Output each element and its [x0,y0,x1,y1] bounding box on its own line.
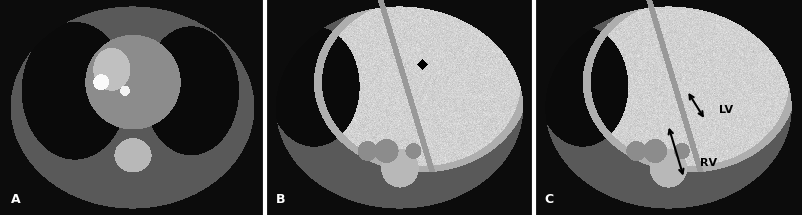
Text: B: B [276,194,286,206]
Text: RV: RV [700,158,717,168]
Text: LV: LV [719,105,733,115]
Text: C: C [545,194,554,206]
Text: A: A [10,194,20,206]
